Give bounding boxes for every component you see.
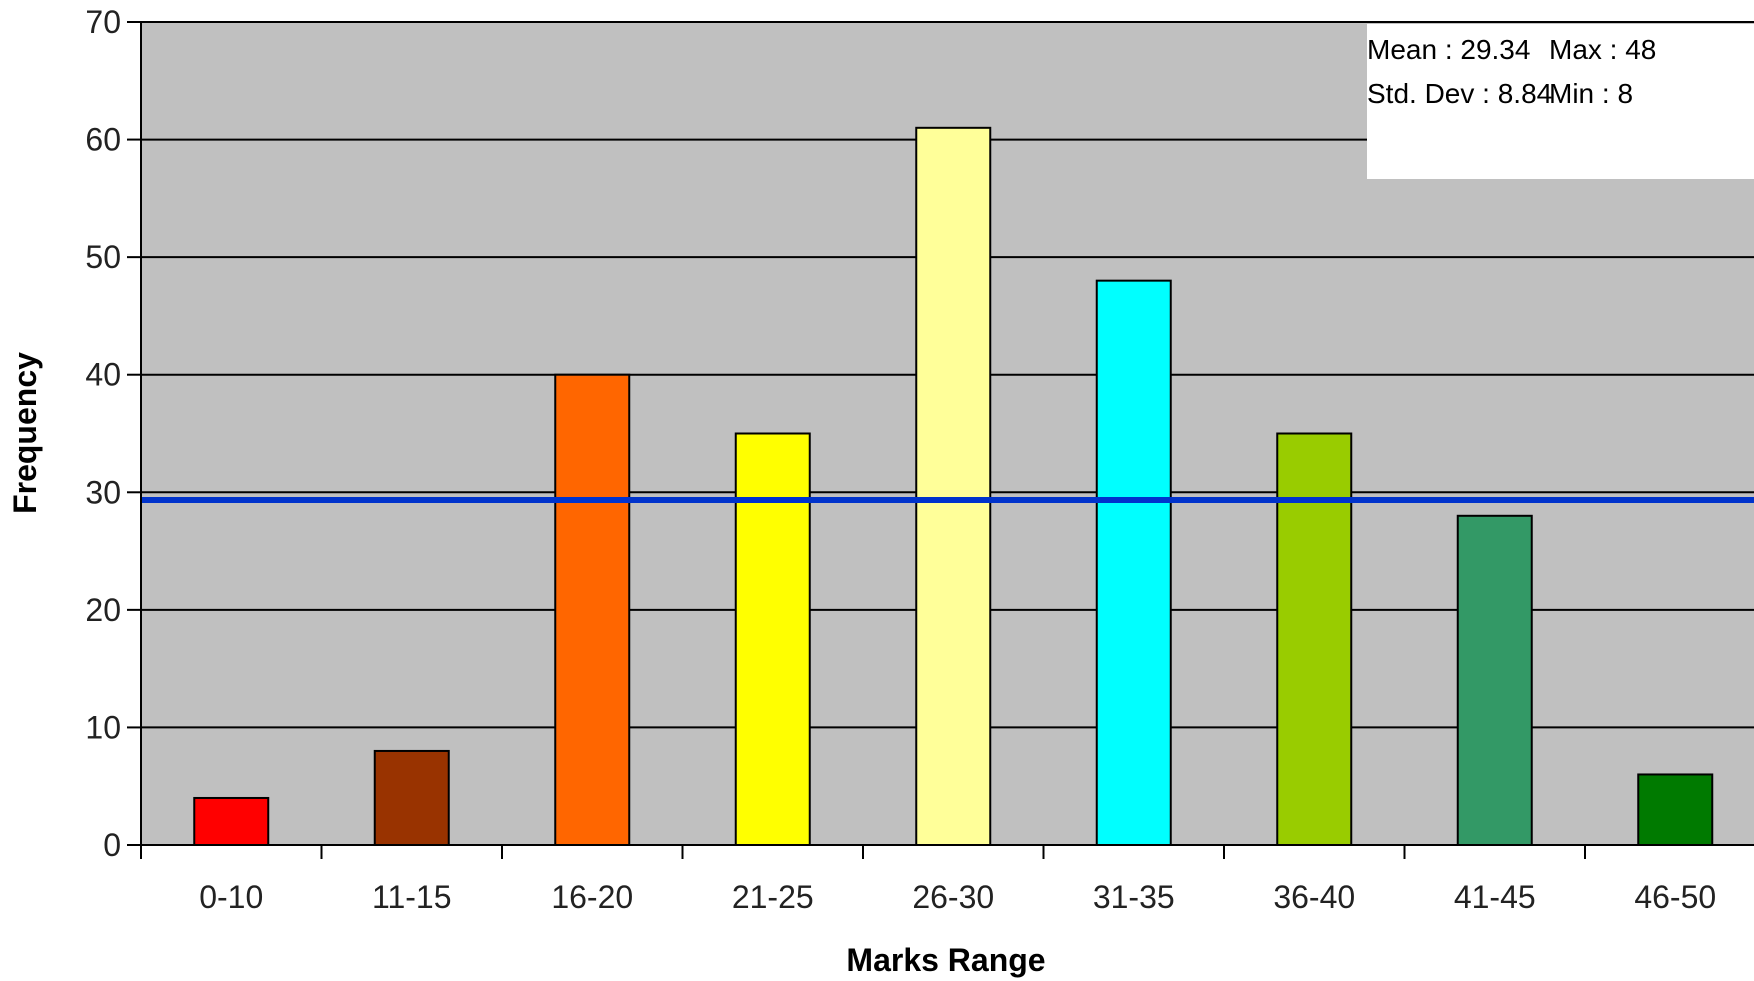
bar-31-35 xyxy=(1095,279,1172,846)
stats-min: Min : 8 xyxy=(1549,78,1633,109)
bar-16-20 xyxy=(554,373,631,846)
stats-max: Max : 48 xyxy=(1549,34,1656,65)
y-axis-title: Frequency xyxy=(7,352,43,514)
y-tick-label: 60 xyxy=(85,122,121,158)
y-axis-ticks: 0 10 20 30 40 50 60 70 xyxy=(85,4,141,863)
stats-mean: Mean : 29.34 xyxy=(1367,34,1530,65)
x-tick-label: 21-25 xyxy=(732,879,814,915)
y-tick-label: 30 xyxy=(85,474,121,510)
x-tick-label: 16-20 xyxy=(551,879,633,915)
x-tick-label: 26-30 xyxy=(912,879,994,915)
x-tick-label: 36-40 xyxy=(1273,879,1355,915)
x-tick-label: 11-15 xyxy=(372,879,451,915)
x-axis-title: Marks Range xyxy=(846,942,1045,978)
x-tick-label: 31-35 xyxy=(1093,879,1175,915)
y-tick-label: 50 xyxy=(85,239,121,275)
x-axis: 0-10 11-15 16-20 21-25 26-30 31-35 36-40 41-45 4… xyxy=(140,22,1754,915)
bar-0-10 xyxy=(193,796,270,847)
stats-box: Mean : 29.34 Max : 48 Std. Dev : 8.84 Mi… xyxy=(1367,24,1754,179)
bar-46-50 xyxy=(1637,773,1714,847)
bar-36-40 xyxy=(1276,432,1353,846)
bar-21-25 xyxy=(734,432,811,846)
bar-41-45 xyxy=(1456,514,1533,846)
y-tick-label: 20 xyxy=(85,592,121,628)
y-tick-label: 0 xyxy=(103,827,121,863)
y-tick-label: 10 xyxy=(85,709,121,745)
y-tick-label: 40 xyxy=(85,357,121,393)
y-tick-label: 70 xyxy=(85,4,121,40)
bar-26-30 xyxy=(915,126,992,847)
x-tick-label: 41-45 xyxy=(1454,879,1536,915)
stats-std-dev: Std. Dev : 8.84 xyxy=(1367,78,1552,109)
bar-11-15 xyxy=(373,749,450,847)
x-tick-label: 0-10 xyxy=(199,879,263,915)
bars xyxy=(193,126,1714,847)
x-tick-label: 46-50 xyxy=(1634,879,1716,915)
